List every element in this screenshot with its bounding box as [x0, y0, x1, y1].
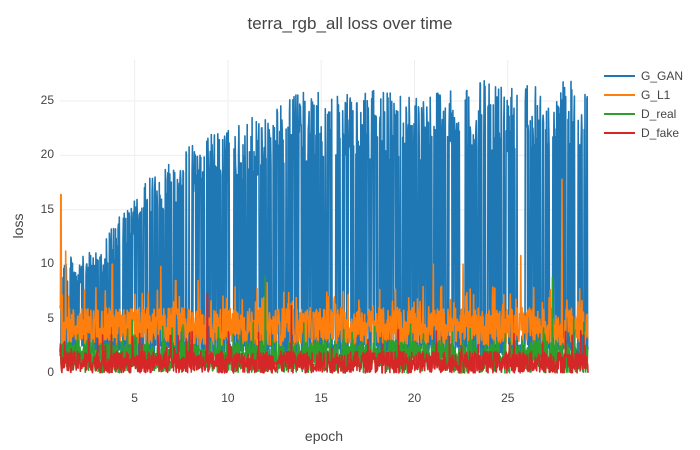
line-swatch-icon	[604, 112, 635, 115]
y-tick-label: 15	[40, 201, 54, 216]
y-tick-label: 10	[40, 256, 54, 271]
legend-label: D_real	[641, 106, 677, 121]
legend-item-g-gan[interactable]: G_GAN	[600, 66, 683, 85]
y-tick-label: 0	[47, 365, 54, 379]
line-swatch-icon	[604, 74, 635, 77]
chart-title: terra_rgb_all loss over time	[247, 14, 453, 33]
legend: G_GAN G_L1 D_real D_fake	[600, 66, 683, 142]
x-tick-label: 15	[314, 391, 328, 405]
trace-d-fake	[59, 292, 589, 374]
traces	[59, 80, 589, 374]
y-tick-label: 20	[40, 147, 54, 162]
legend-item-d-fake[interactable]: D_fake	[600, 123, 683, 142]
x-tick-label: 5	[131, 391, 138, 405]
legend-item-d-real[interactable]: D_real	[600, 104, 683, 123]
x-tick-label: 20	[407, 391, 422, 405]
x-tick-label: 10	[221, 391, 235, 405]
line-swatch-icon	[604, 93, 635, 96]
line-swatch-icon	[604, 131, 635, 134]
legend-label: G_L1	[641, 87, 671, 102]
legend-label: D_fake	[641, 125, 680, 140]
y-tick-label: 5	[47, 310, 54, 325]
x-axis-label: epoch	[304, 428, 344, 444]
trace-g-l1	[59, 178, 589, 347]
y-axis-label: loss	[10, 213, 26, 239]
legend-label: G_GAN	[641, 68, 684, 83]
x-tick-label: 25	[501, 391, 515, 405]
y-tick-label: 25	[40, 93, 54, 107]
legend-item-g-l1[interactable]: G_L1	[600, 85, 683, 104]
